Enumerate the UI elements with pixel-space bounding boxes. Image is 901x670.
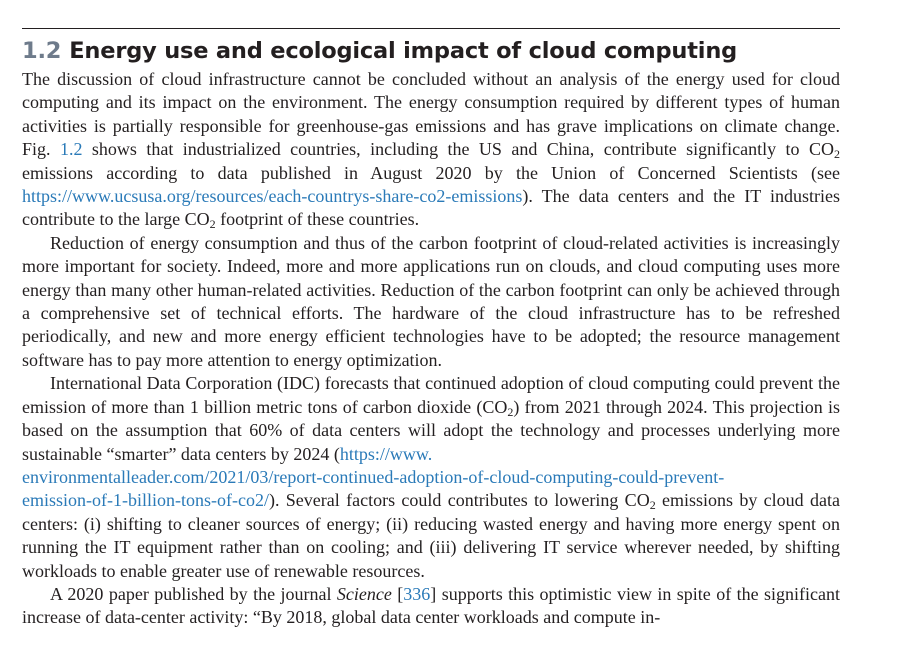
co2-subscript: 2 xyxy=(507,404,514,419)
environmentalleader-link[interactable]: https://www. environmentalleader.com/2021… xyxy=(22,444,724,511)
section-heading: 1.2 Energy use and ecological impact of c… xyxy=(22,37,840,65)
paragraph-3: International Data Corporation (IDC) for… xyxy=(22,372,840,583)
paragraph-4: A 2020 paper published by the journal Sc… xyxy=(22,583,840,630)
p1-text-b: shows that industrialized countries, inc… xyxy=(82,139,834,160)
p3-text-b: ) from 2021 through 2024. This projectio… xyxy=(22,396,840,464)
p4-text-c: ] supports this optimistic view in spite… xyxy=(22,583,841,628)
link-part-3[interactable]: emission-of-1-billion-tons-of-co2/ xyxy=(22,490,269,511)
p3-text-a: International Data Corporation (IDC) for… xyxy=(22,373,840,417)
link-part-2[interactable]: environmentalleader.com/2021/03/report-c… xyxy=(22,466,725,487)
paragraph-2: Reduction of energy consumption and thus… xyxy=(22,232,840,370)
link-part-1[interactable]: https://www. xyxy=(339,443,433,464)
figure-link[interactable]: 1.2 xyxy=(59,139,83,160)
p1-text-a: The discussion of cloud infrastructure c… xyxy=(22,69,840,160)
p1-text-c: emissions according to data published in… xyxy=(22,162,840,183)
section-number: 1.2 xyxy=(22,38,62,64)
p1-text-d: ). The data centers and the IT industrie… xyxy=(22,186,840,230)
page: 1.2 Energy use and ecological impact of c… xyxy=(22,28,840,630)
ucsusa-link[interactable]: https://www.ucsusa.org/resources/each-co… xyxy=(22,186,523,207)
citation-link[interactable]: 336 xyxy=(403,583,431,604)
journal-name: Science xyxy=(336,583,392,604)
section-title: Energy use and ecological impact of clou… xyxy=(69,38,738,64)
p1-text-e: footprint of these countries. xyxy=(215,209,420,230)
p3-text-c: ). Several factors could contributes to … xyxy=(268,490,650,511)
co2-subscript: 2 xyxy=(834,147,840,162)
p4-text-b: [ xyxy=(391,583,404,604)
co2-subscript: 2 xyxy=(209,217,216,232)
section-top-rule xyxy=(22,28,840,29)
p4-text-a: A 2020 paper published by the journal xyxy=(50,583,337,604)
paragraph-1: The discussion of cloud infrastructure c… xyxy=(22,68,840,232)
co2-subscript: 2 xyxy=(649,498,656,513)
p3-text-d: emissions by cloud data centers: (i) shi… xyxy=(22,490,840,581)
